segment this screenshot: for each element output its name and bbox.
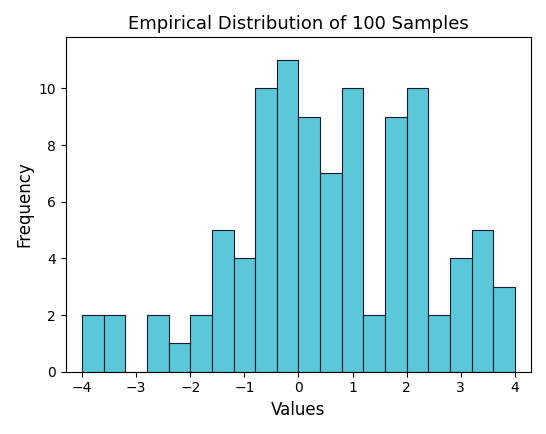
Bar — [363, 315, 385, 372]
Bar — [82, 315, 104, 372]
X-axis label: Values: Values — [271, 401, 325, 419]
Bar — [169, 343, 191, 372]
Bar — [277, 60, 299, 372]
Bar — [320, 173, 342, 372]
Bar — [212, 230, 234, 372]
Bar — [234, 258, 255, 372]
Bar — [104, 315, 126, 372]
Bar — [342, 89, 363, 372]
Bar — [147, 315, 169, 372]
Bar — [450, 258, 472, 372]
Bar — [407, 89, 428, 372]
Title: Empirical Distribution of 100 Samples: Empirical Distribution of 100 Samples — [128, 15, 469, 33]
Bar — [493, 287, 515, 372]
Bar — [428, 315, 450, 372]
Bar — [385, 117, 407, 372]
Bar — [472, 230, 493, 372]
Bar — [299, 117, 320, 372]
Y-axis label: Frequency: Frequency — [15, 161, 33, 247]
Bar — [191, 315, 212, 372]
Bar — [255, 89, 277, 372]
